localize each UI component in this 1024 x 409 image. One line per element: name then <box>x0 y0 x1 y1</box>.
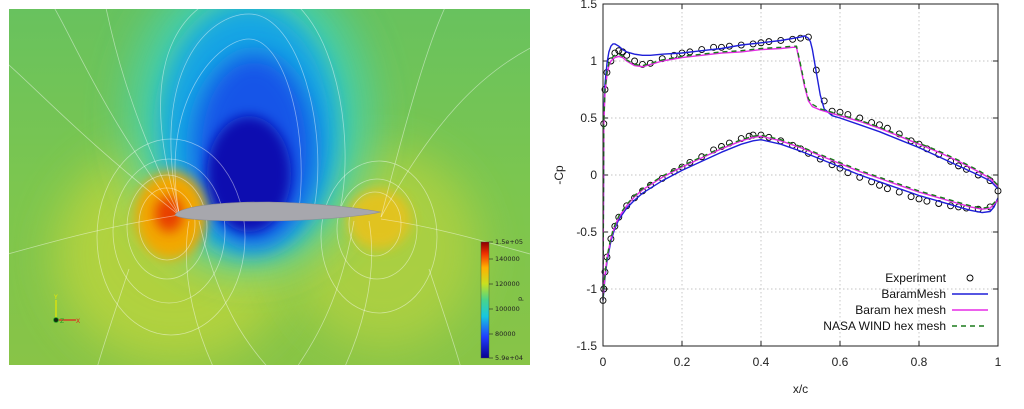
cp-chart-svg: 0 0.2 0.4 0.6 0.8 1 1.5 1 0.5 0 -0.5 -1 -1.5 x/c -Cp… <box>552 0 1002 396</box>
y-tick-label: -1 <box>586 282 597 296</box>
contour-lines <box>9 9 530 365</box>
experiment-point <box>698 46 706 54</box>
x-tick-label: 0.4 <box>753 355 770 369</box>
barammesh-upper-line <box>602 35 999 301</box>
contour-line <box>186 220 213 365</box>
barammesh-lower-line <box>602 138 999 301</box>
colorbar-tick-label: 120000 <box>495 280 520 288</box>
x-tick-label: 0 <box>600 355 607 369</box>
series-nasa-wind-hex-mesh <box>602 45 999 301</box>
series-experiment <box>599 33 1002 304</box>
x-tick-label: 0.6 <box>832 355 849 369</box>
y-tick-label: 1 <box>590 54 597 68</box>
contour-line <box>54 9 180 216</box>
colorbar-min-label: 5.9e+04 <box>495 354 523 362</box>
experiment-point <box>962 165 970 173</box>
contour-line <box>348 191 402 257</box>
contour-line <box>345 220 372 365</box>
contour-line <box>198 220 267 365</box>
contour-line <box>97 268 130 365</box>
triad-y-label: Y <box>53 294 58 301</box>
contour-line <box>320 160 438 314</box>
colorbar-tick-label: 140000 <box>495 255 520 263</box>
series-baram-hex-mesh <box>602 46 999 301</box>
experiment-point <box>710 43 718 51</box>
triad-z-label: Z <box>60 318 64 325</box>
contour-line <box>138 187 196 261</box>
airfoil-shape <box>174 201 382 222</box>
contour-line <box>380 9 445 218</box>
x-tick-label: 1 <box>995 355 1002 369</box>
plot-frame <box>602 3 999 347</box>
y-tick-label: 0.5 <box>580 111 597 125</box>
nasa-wind-hex-mesh-upper-line <box>602 45 999 301</box>
experiment-point <box>883 185 891 193</box>
baram-hex-mesh-upper-line <box>602 46 999 301</box>
contour-line <box>160 9 346 215</box>
x-tick-label: 0.8 <box>911 355 928 369</box>
x-axis-label: x/c <box>793 382 808 396</box>
legend-label: BaramMesh <box>881 287 946 301</box>
series-layer <box>599 33 1002 304</box>
contour-line <box>336 178 418 280</box>
experiment-point <box>955 162 962 170</box>
grid-layer <box>603 4 998 346</box>
trailing-edge-zone <box>347 189 411 249</box>
contour-line <box>297 220 355 365</box>
colorbar-tick-label: 100000 <box>495 305 520 313</box>
colorbar-tick-label: 80000 <box>495 330 516 338</box>
y-tick-label: 0 <box>590 168 597 182</box>
series-barammesh <box>602 35 999 301</box>
legend-label: Experiment <box>885 271 946 285</box>
stagnation-core <box>155 196 183 232</box>
legend-label: Baram hex mesh <box>855 303 946 317</box>
axes-triad: Y Z X <box>53 294 80 325</box>
pressure-field-plot: 1.5e+05 140000 120000 100000 80000 5.9e+… <box>9 9 530 365</box>
legend: Experiment BaramMesh Baram hex mesh NASA WI… <box>823 271 988 333</box>
contour-line <box>170 13 319 214</box>
experiment-point <box>895 130 903 138</box>
legend-label: NASA WIND hex mesh <box>823 319 946 333</box>
cp-chart: 0 0.2 0.4 0.6 0.8 1 1.5 1 0.5 0 -0.5 -1 -1.5 x/c -Cp… <box>535 0 1024 404</box>
contour-line <box>9 214 180 255</box>
triad-x-label: X <box>76 318 80 325</box>
colorbar-variable-label: p <box>516 297 524 301</box>
contour-line <box>112 158 226 304</box>
contour-line <box>380 218 530 255</box>
experiment-point <box>907 193 915 201</box>
y-axis-label: -Cp <box>552 165 566 185</box>
y-tick-label: -1.5 <box>576 339 597 353</box>
nasa-wind-hex-mesh-lower-line <box>602 134 999 299</box>
contour-line <box>126 174 208 280</box>
contour-line <box>380 47 530 218</box>
y-tick-label: 1.5 <box>580 0 597 11</box>
experiment-point <box>615 47 623 55</box>
contour-line <box>428 268 461 365</box>
contour-line <box>105 9 180 216</box>
contour-line <box>96 138 246 336</box>
legend-marker <box>966 274 974 282</box>
y-tick-label: -0.5 <box>576 225 597 239</box>
colorbar-max-label: 1.5e+05 <box>495 238 523 246</box>
colorbar: 1.5e+05 140000 120000 100000 80000 5.9e+… <box>480 238 524 362</box>
ticks-layer: 0 0.2 0.4 0.6 0.8 1 1.5 1 0.5 0 -0.5 -1 -1.5 <box>576 0 1001 369</box>
contour-line <box>174 38 302 214</box>
pressure-field-svg: 1.5e+05 140000 120000 100000 80000 5.9e+… <box>9 9 530 365</box>
x-tick-label: 0.2 <box>674 355 691 369</box>
experiment-point <box>923 197 931 205</box>
contour-line <box>9 64 180 216</box>
colorbar-gradient <box>480 241 490 359</box>
